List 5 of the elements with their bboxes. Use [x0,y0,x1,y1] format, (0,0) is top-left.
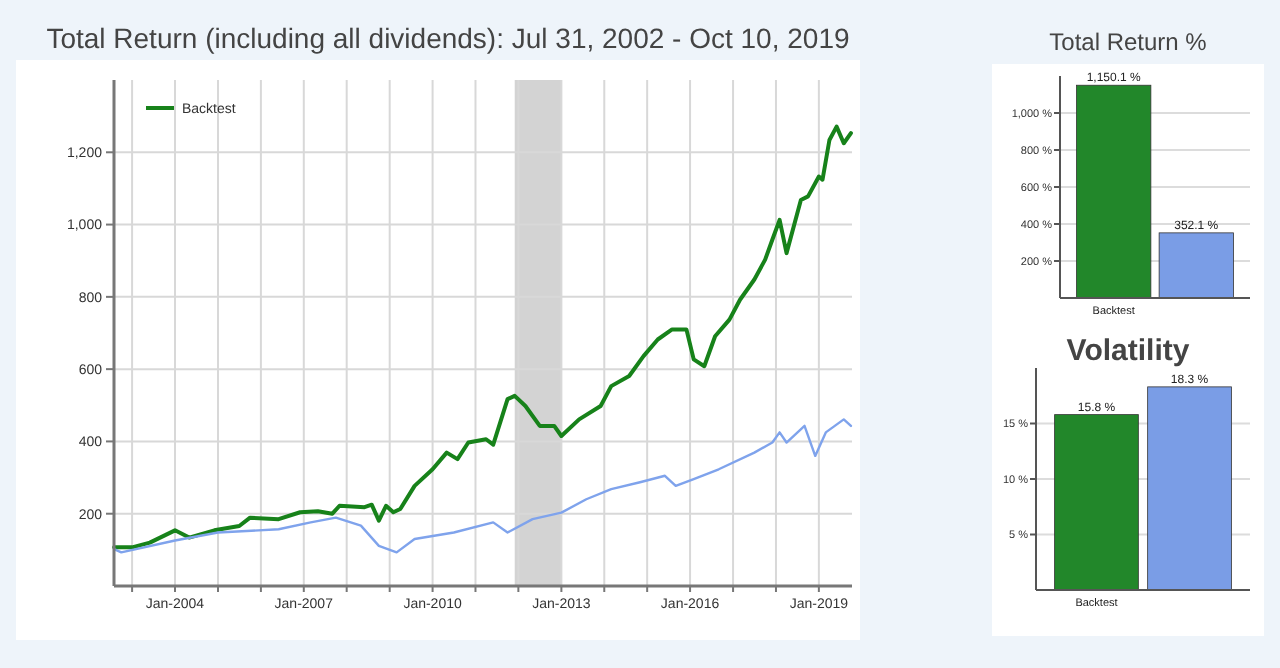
line-series [112,124,853,550]
line-series [112,418,853,554]
chart-title: Total Return % [1049,28,1208,56]
chart-title: Volatility [1066,334,1191,368]
chart-title: Total Return (including all dividends): Jul 31, 2002 - Oct 10, 2019 [46,22,850,54]
